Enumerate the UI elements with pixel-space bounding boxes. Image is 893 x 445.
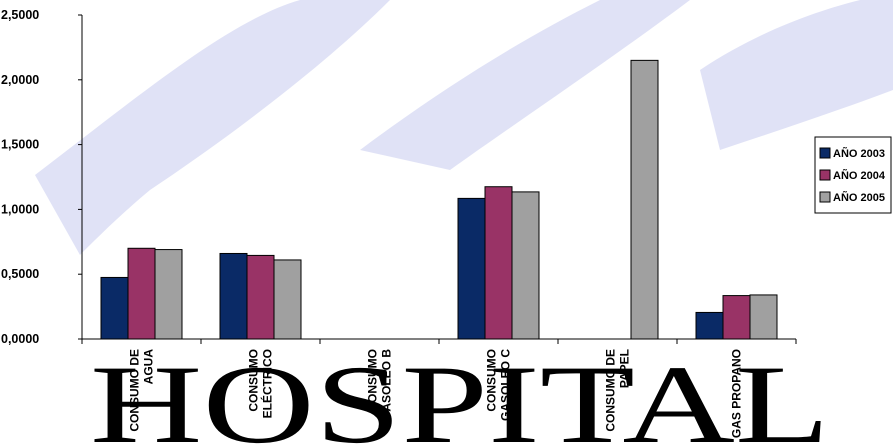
- x-category-label: GAS PROPANO: [730, 349, 744, 438]
- x-category-label-line: CONSUMO DE: [128, 349, 142, 432]
- y-tick-label: 2,0000: [1, 73, 39, 87]
- bar-3-2: [273, 259, 302, 340]
- y-tick-label: 0,5000: [1, 267, 39, 281]
- legend-swatch: [819, 191, 831, 203]
- x-category-label-line: CONSUMO: [366, 349, 380, 412]
- y-tick-labels: 0,0000 0,5000 1,0000 1,5000 2,0000 2,5000: [1, 8, 39, 346]
- chart-axes: [78, 14, 797, 344]
- watermark-text: HOSPITAL: [90, 343, 830, 445]
- bar-1-1: [100, 276, 129, 340]
- x-category-label-line: CONSUMO DE: [604, 349, 618, 432]
- x-category-label-line: AGUA: [142, 349, 156, 385]
- legend-swatch: [819, 169, 831, 181]
- x-category-label-line: CONSUMO: [485, 349, 499, 412]
- legend-label: AÑO 2004: [833, 169, 886, 182]
- bar-3-4: [511, 191, 540, 340]
- bar-1-2: [219, 252, 248, 340]
- legend-swatch: [819, 147, 831, 159]
- bar-1-6: [695, 311, 724, 340]
- bar-1-4: [457, 197, 486, 340]
- x-category-label-line: PAPEL: [618, 349, 632, 388]
- legend-label: AÑO 2003: [833, 147, 885, 160]
- y-tick-label: 0,0000: [1, 332, 39, 346]
- bar-2-4: [484, 186, 513, 340]
- watermark-stroke-shape: [35, 0, 893, 255]
- bar-3-6: [749, 294, 778, 340]
- bar-2-1: [127, 247, 156, 340]
- chart-legend: AÑO 2003 AÑO 2004 AÑO 2005: [814, 136, 892, 214]
- bar-3-5: [630, 59, 659, 340]
- bar-2-6: [722, 295, 751, 340]
- x-category-label-line: CONSUMO: [247, 349, 261, 412]
- y-tick-label: 1,0000: [1, 202, 39, 216]
- x-category-label: CONSUMO GASOLEO B: [366, 349, 394, 421]
- y-tick-label: 1,5000: [1, 138, 39, 152]
- y-tick-label: 2,5000: [1, 8, 39, 22]
- x-category-label-line: GASOLEO C: [499, 349, 513, 421]
- bar-2-2: [246, 254, 275, 340]
- x-category-label-line: GAS PROPANO: [730, 349, 744, 438]
- hospital-watermark: HOSPITAL: [35, 0, 893, 445]
- x-category-labels: CONSUMO DE AGUA CONSUMO ELÉCTRICO CONSUMO GAS…: [128, 349, 744, 438]
- x-category-label-line: GASOLEO B: [380, 349, 394, 421]
- x-category-label: CONSUMO ELÉCTRICO: [247, 349, 275, 418]
- x-category-label: CONSUMO GASOLEO C: [485, 349, 513, 421]
- x-category-label: CONSUMO DE PAPEL: [604, 349, 632, 432]
- legend-label: AÑO 2005: [833, 191, 885, 204]
- x-category-label-line: ELÉCTRICO: [260, 349, 275, 418]
- chart-bars: [100, 59, 778, 340]
- bar-3-1: [154, 249, 183, 340]
- x-category-label: CONSUMO DE AGUA: [128, 349, 156, 432]
